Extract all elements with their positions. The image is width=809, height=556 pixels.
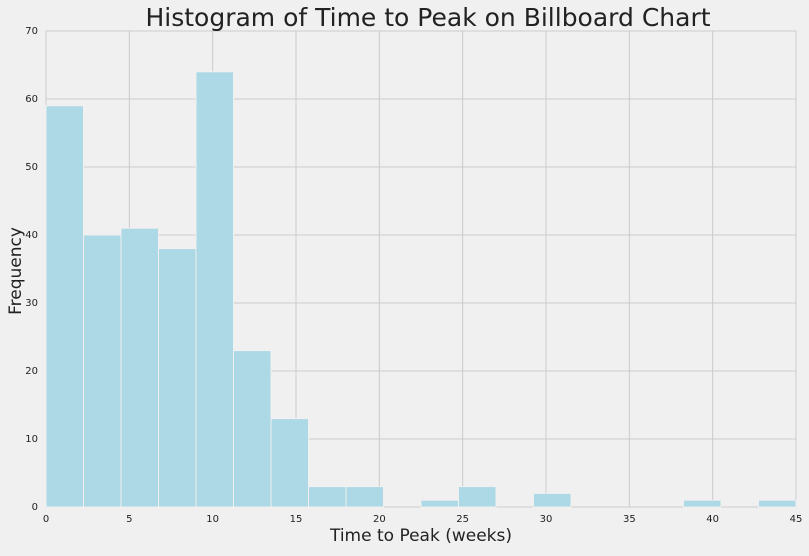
histogram-bar <box>308 486 347 508</box>
histogram-bar <box>45 105 84 508</box>
histogram-bar <box>458 486 497 508</box>
x-tick-label: 40 <box>706 514 719 525</box>
x-tick-label: 35 <box>623 514 636 525</box>
y-tick-label: 20 <box>25 366 38 377</box>
histogram-bar <box>683 499 722 508</box>
y-tick-label: 10 <box>25 434 38 445</box>
histogram-bar <box>420 499 459 508</box>
histogram-bar <box>83 234 122 508</box>
histogram-bar <box>758 499 797 508</box>
y-tick-label: 60 <box>25 94 38 105</box>
x-tick-label: 25 <box>456 514 469 525</box>
x-tick-label: 15 <box>290 514 303 525</box>
x-tick-label: 0 <box>43 514 49 525</box>
x-tick-label: 5 <box>126 514 132 525</box>
x-tick-label: 10 <box>206 514 219 525</box>
histogram-bar <box>158 248 197 508</box>
histogram-bar <box>233 350 272 508</box>
y-tick-label: 50 <box>25 162 38 173</box>
x-tick-label: 30 <box>540 514 553 525</box>
histogram-bar <box>195 71 234 508</box>
axis-ticks: 0 5 10 15 20 25 30 35 40 45 0 10 20 30 40 50 60 70 <box>25 26 802 525</box>
x-tick-label: 45 <box>790 514 803 525</box>
x-tick-label: 20 <box>373 514 386 525</box>
chart-title: Histogram of Time to Peak on Billboard C… <box>145 3 710 32</box>
histogram-bars <box>45 71 797 508</box>
histogram-bar <box>270 418 309 508</box>
x-axis-label: Time to Peak (weeks) <box>329 526 512 546</box>
y-axis-label: Frequency <box>6 227 26 315</box>
y-tick-label: 40 <box>25 230 38 241</box>
histogram-bar <box>345 486 384 508</box>
histogram-bar <box>120 227 159 508</box>
histogram-bar <box>533 492 572 508</box>
y-tick-label: 0 <box>32 502 38 513</box>
y-tick-label: 30 <box>25 298 38 309</box>
y-tick-label: 70 <box>25 26 38 37</box>
